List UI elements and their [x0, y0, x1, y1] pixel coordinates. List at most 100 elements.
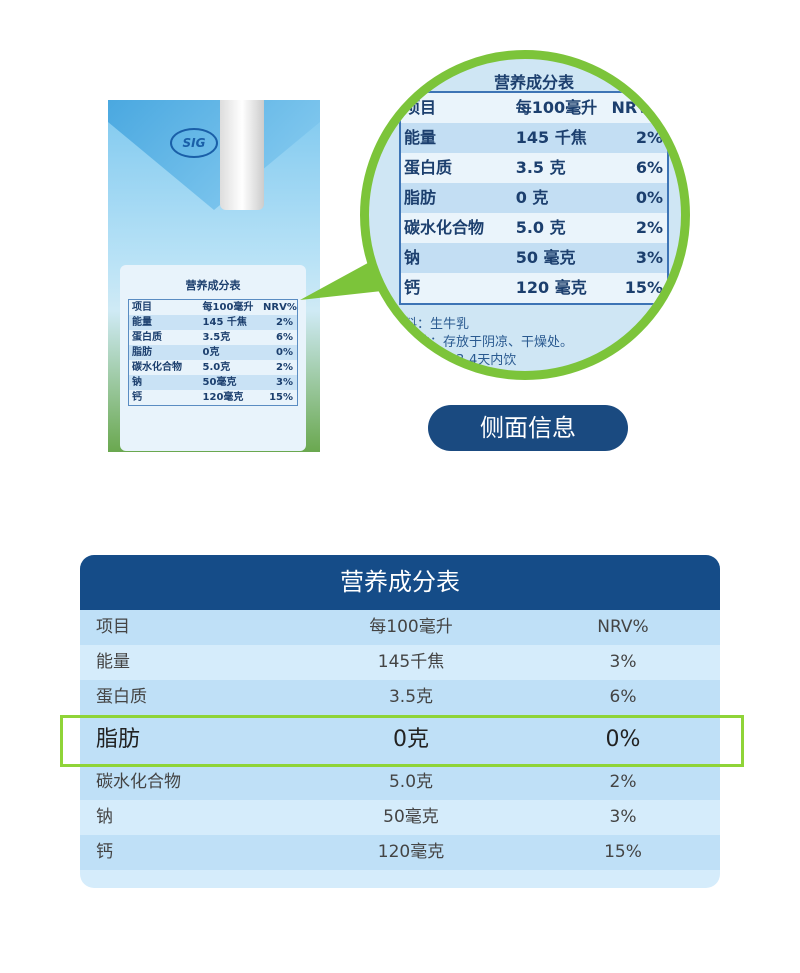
- table-cell: 2%: [635, 218, 663, 237]
- table-cell: 5.0克: [388, 772, 434, 792]
- table-cell: 钠: [132, 377, 142, 388]
- table-cell: 2%: [276, 362, 293, 373]
- straw-tab: [220, 100, 264, 210]
- table-cell: 蛋白质: [404, 158, 453, 177]
- table-cell: 2%: [635, 128, 663, 147]
- table-cell: 2%: [609, 772, 637, 792]
- table-cell: 120 毫克: [515, 278, 587, 297]
- table-row: 脂肪 0 克 0%: [401, 183, 667, 213]
- table-row: 钠 50毫克 3%: [80, 800, 720, 835]
- table-body: 项目 每100毫升 NRV% 能量 145千焦 3% 蛋白质 3.5克 6% 脂肪 0克 0% 碳水化合…: [80, 610, 720, 870]
- table-cell: 0克: [202, 347, 220, 358]
- zoom-note: 方法：存放于阴凉、干燥处。: [404, 335, 574, 350]
- table-row: 项目 每100毫升 NRV%: [401, 93, 667, 123]
- table-row: 蛋白质 3.5 克 6%: [401, 153, 667, 183]
- table-cell: 钙: [96, 842, 113, 862]
- milk-carton: SIG 营养成分表 项目 每100毫升 NRV% 能量 145 千焦 2% 蛋白质 3.5克 6…: [108, 100, 320, 452]
- table-cell: 3%: [609, 807, 637, 827]
- table-cell: 3.5克: [388, 687, 434, 707]
- table-row: 脂肪 0克 0%: [80, 715, 720, 765]
- table-cell: 钠: [96, 807, 113, 827]
- table-row: 蛋白质 3.5克 6%: [129, 330, 297, 345]
- table-row: 钙 120 毫克 15%: [401, 273, 667, 303]
- table-cell: 能量: [96, 652, 130, 672]
- zoom-circle: 营养成分表 项目 每100毫升 NRV% 能量 145 千焦 2% 蛋白质 3.5 克 6% 脂肪…: [360, 50, 690, 380]
- table-row: 碳水化合物 5.0克 2%: [80, 765, 720, 800]
- table-cell: 0克: [393, 727, 429, 752]
- header-cell: 每100毫升: [369, 617, 453, 637]
- table-row: 钙 120毫克 15%: [80, 835, 720, 870]
- table-cell: 每100毫升: [202, 302, 254, 313]
- table-row: 碳水化合物 5.0克 2%: [129, 360, 297, 375]
- table-cell: 50毫克: [202, 377, 237, 388]
- zoom-table: 项目 每100毫升 NRV% 能量 145 千焦 2% 蛋白质 3.5 克 6% 脂肪 0 克 0% 碳…: [399, 91, 669, 305]
- table-row: 能量 145千焦 3%: [80, 645, 720, 680]
- table-row: 钙 120毫克 15%: [129, 390, 297, 405]
- zoom-title: 营养成分表: [493, 73, 574, 92]
- table-cell: 120毫克: [377, 842, 445, 862]
- table-cell: 145 千焦: [515, 128, 587, 147]
- table-cell: 碳水化合物: [404, 218, 485, 237]
- table-cell: 0%: [635, 188, 663, 207]
- table-cell: 脂肪: [404, 188, 437, 207]
- highlight-frame: [60, 715, 744, 767]
- side-info-badge: 侧面信息: [428, 405, 628, 451]
- table-cell: 50毫克: [383, 807, 439, 827]
- table-row: 蛋白质 3.5克 6%: [80, 680, 720, 715]
- table-row: 钠 50 毫克 3%: [401, 243, 667, 273]
- table-cell: 0%: [605, 727, 641, 752]
- zoom-note: 料：生牛乳: [404, 317, 470, 332]
- table-cell: 50 毫克: [515, 248, 576, 267]
- table-cell: 能量: [404, 128, 437, 147]
- table-cell: 5.0 克: [515, 218, 566, 237]
- table-cell: 145 千焦: [202, 317, 247, 328]
- table-cell: 碳水化合物: [132, 362, 182, 373]
- table-cell: 3.5 克: [515, 158, 566, 177]
- table-cell: 钙: [404, 278, 421, 297]
- carton-table: 项目 每100毫升 NRV% 能量 145 千焦 2% 蛋白质 3.5克 6% 脂肪 0克 0% 碳水化…: [128, 299, 298, 406]
- carton-label: 营养成分表 项目 每100毫升 NRV% 能量 145 千焦 2% 蛋白质 3.5克 6% 脂肪 0…: [120, 265, 306, 451]
- table-cell: 3%: [276, 377, 293, 388]
- table-cell: 120毫克: [202, 392, 244, 403]
- table-header-row: 项目 每100毫升 NRV%: [80, 610, 720, 645]
- table-cell: 6%: [635, 158, 663, 177]
- table-cell: 0%: [276, 347, 293, 358]
- header-cell: 项目: [96, 617, 130, 637]
- table-cell: 2%: [276, 317, 293, 328]
- table-cell: 15%: [269, 392, 293, 403]
- table-cell: 3%: [635, 248, 663, 267]
- table-row: 脂肪 0克 0%: [129, 345, 297, 360]
- table-cell: 6%: [276, 332, 293, 343]
- table-cell: 项目: [404, 98, 437, 117]
- carton-top: [108, 100, 320, 210]
- table-cell: 钙: [132, 392, 142, 403]
- table-cell: 碳水化合物: [96, 772, 181, 792]
- table-cell: 5.0克: [202, 362, 231, 373]
- table-cell: 蛋白质: [96, 687, 147, 707]
- table-cell: 项目: [132, 302, 152, 313]
- table-cell: 3.5克: [202, 332, 231, 343]
- table-cell: 3%: [609, 652, 637, 672]
- table-cell: 15%: [624, 278, 663, 297]
- table-cell: 0 克: [515, 188, 549, 207]
- nutrition-table: 营养成分表 项目 每100毫升 NRV% 能量 145千焦 3% 蛋白质 3.5克 6% 脂肪 0克…: [80, 555, 720, 888]
- table-cell: 脂肪: [132, 347, 152, 358]
- table-row: 钠 50毫克 3%: [129, 375, 297, 390]
- table-cell: NRV%: [611, 98, 666, 117]
- table-row: 碳水化合物 5.0 克 2%: [401, 213, 667, 243]
- table-row: 项目 每100毫升 NRV%: [129, 300, 297, 315]
- table-cell: 145千焦: [377, 652, 445, 672]
- table-row: 能量 145 千焦 2%: [129, 315, 297, 330]
- zoom-notes: 料：生牛乳方法：存放于阴凉、干燥处。 冷藏并在3-4天内饮: [399, 313, 669, 368]
- table-cell: 能量: [132, 317, 152, 328]
- table-title: 营养成分表: [80, 555, 720, 610]
- header-cell: NRV%: [597, 617, 649, 637]
- table-cell: 钠: [404, 248, 421, 267]
- table-cell: 蛋白质: [132, 332, 162, 343]
- table-cell: NRV%: [263, 302, 297, 313]
- table-cell: 6%: [609, 687, 637, 707]
- zoom-note: 冷藏并在3-4天内饮: [404, 353, 517, 368]
- zoom-content: 营养成分表 项目 每100毫升 NRV% 能量 145 千焦 2% 蛋白质 3.5 克 6% 脂肪…: [399, 69, 669, 368]
- brand-logo: SIG: [170, 128, 218, 158]
